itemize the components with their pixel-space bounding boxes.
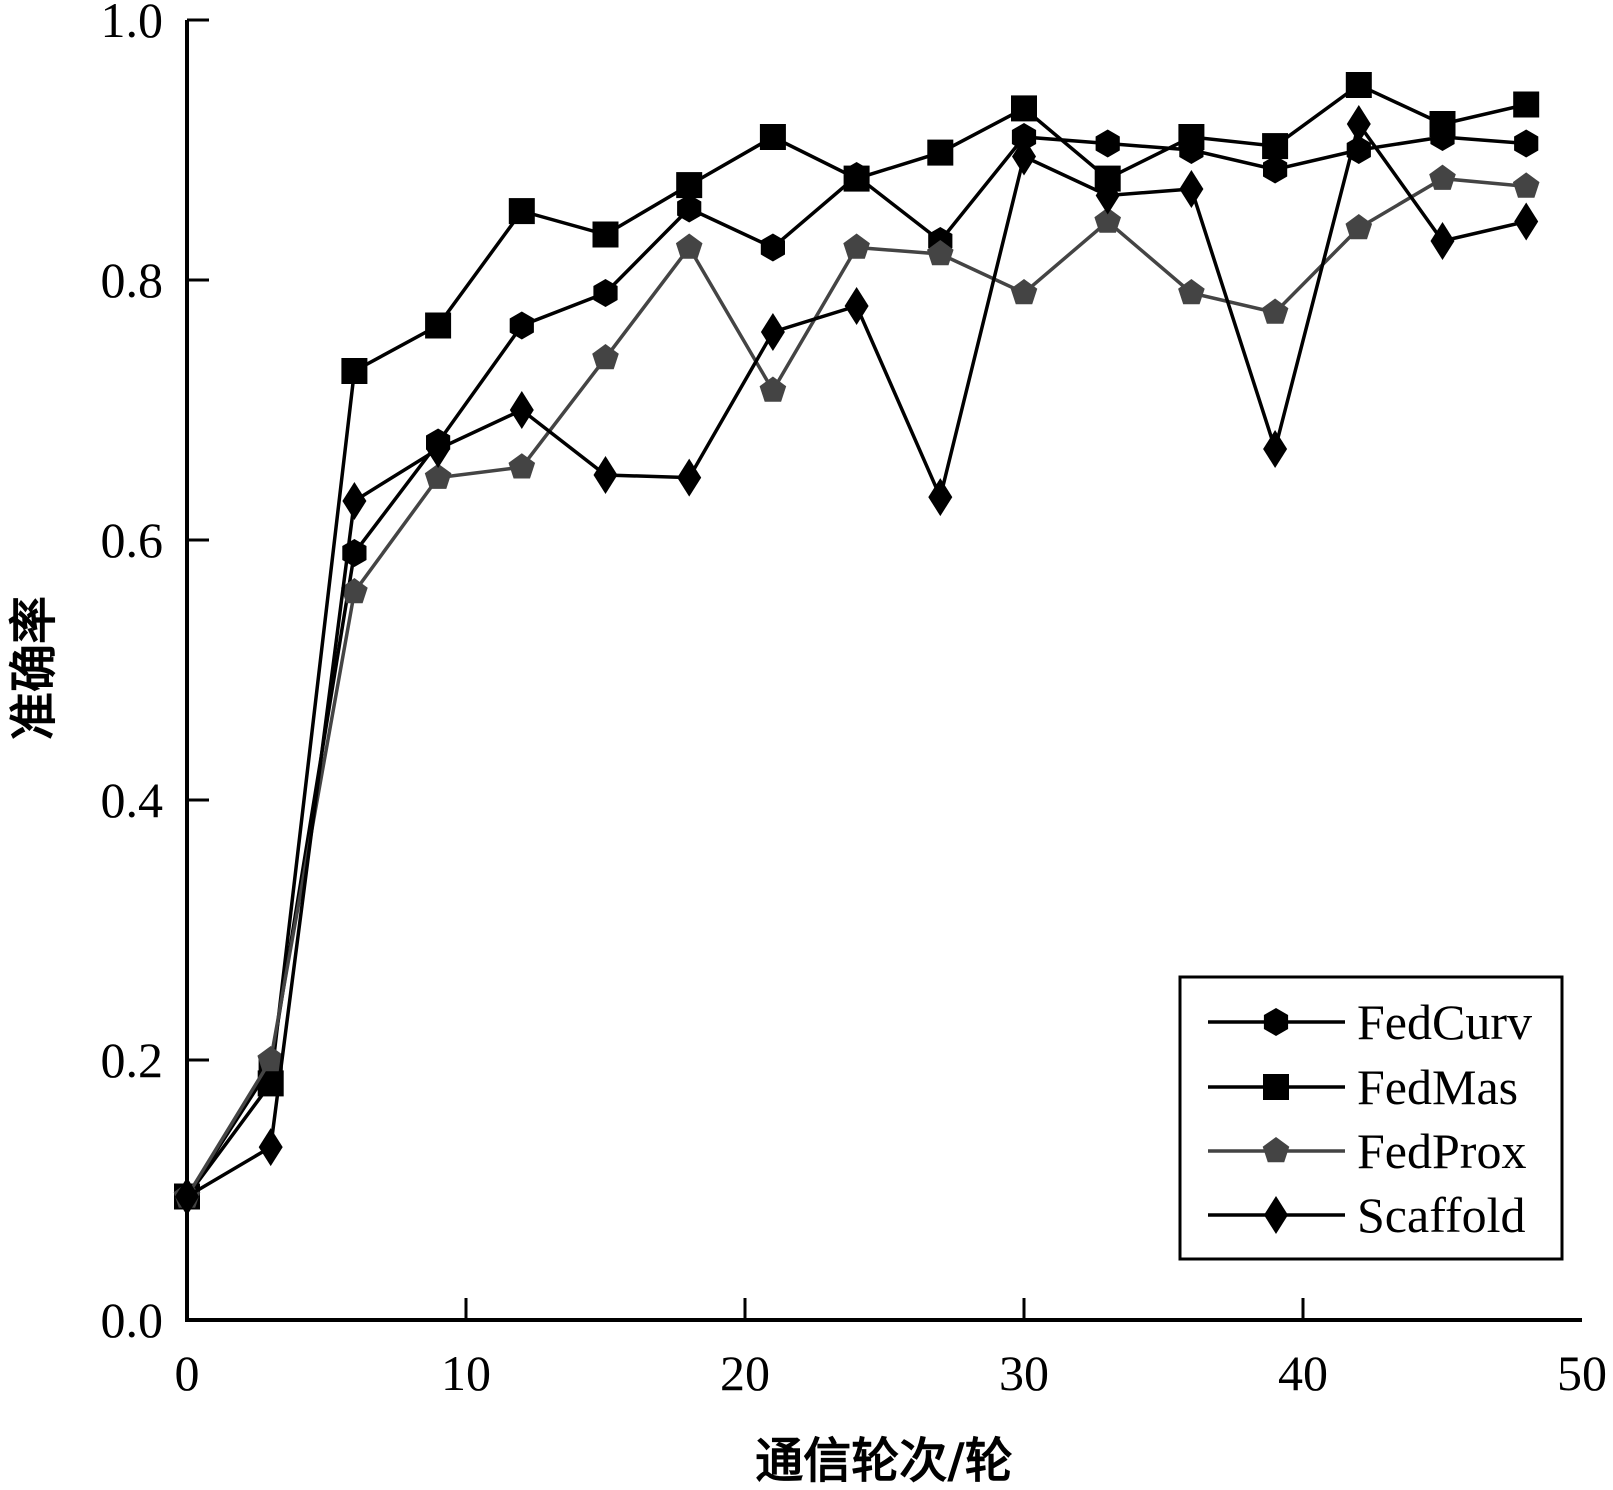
x-tick-label: 50	[1557, 1345, 1607, 1401]
y-tick-label: 0.4	[101, 772, 164, 828]
data-point-scaffold	[1179, 170, 1204, 208]
legend-box	[1178, 975, 1564, 1261]
legend-entry-fedprox: FedProx	[1208, 1123, 1526, 1179]
data-point-fedcurv	[1011, 123, 1037, 151]
legend-marker-fedcurv	[1263, 1008, 1289, 1036]
x-tick-label: 30	[999, 1345, 1049, 1401]
data-point-fedmas	[1345, 72, 1372, 98]
data-point-fedprox	[1345, 214, 1373, 240]
data-point-scaffold	[258, 1128, 283, 1167]
data-point-fedmas	[508, 198, 535, 225]
data-point-scaffold	[1430, 222, 1455, 260]
data-point-scaffold	[1263, 430, 1288, 468]
data-point-fedprox	[759, 376, 787, 402]
data-point-fedcurv	[509, 311, 534, 340]
data-point-fedmas	[592, 221, 619, 248]
series-layer	[173, 72, 1540, 1216]
y-tick-label: 0.0	[101, 1292, 164, 1348]
data-point-fedmas	[676, 172, 703, 199]
x-tick-label: 20	[720, 1345, 770, 1401]
x-tick-label: 40	[1278, 1345, 1328, 1401]
data-point-fedprox	[508, 453, 536, 479]
data-point-fedmas	[425, 312, 452, 339]
data-point-scaffold	[844, 287, 869, 325]
data-point-fedprox	[927, 240, 954, 266]
x-axis-title: 通信轮次/轮	[755, 1433, 1013, 1489]
data-point-fedprox	[1429, 164, 1456, 190]
data-point-fedmas	[1513, 91, 1540, 118]
legend-marker-fedprox	[1262, 1137, 1290, 1163]
data-point-fedprox	[341, 578, 368, 604]
data-point-fedprox	[1512, 172, 1540, 198]
data-point-fedcurv	[677, 194, 702, 223]
data-point-scaffold	[1012, 137, 1036, 176]
data-point-fedprox	[424, 463, 452, 489]
data-point-fedprox	[1094, 207, 1121, 233]
y-tick-label: 0.2	[101, 1032, 164, 1088]
data-point-fedprox	[675, 233, 703, 259]
data-point-fedprox	[843, 233, 870, 259]
data-point-fedmas	[1178, 124, 1205, 150]
x-tick-label: 0	[175, 1345, 200, 1401]
legend-label: FedMas	[1357, 1059, 1518, 1115]
series-scaffold	[175, 105, 1539, 1216]
data-point-fedcurv	[1514, 129, 1539, 158]
legend-marker-scaffold	[1264, 1196, 1288, 1234]
y-axis-title: 准确率	[6, 596, 62, 740]
data-point-fedmas	[843, 165, 870, 192]
data-point-fedprox	[1010, 279, 1038, 305]
data-point-scaffold	[509, 391, 534, 429]
data-point-scaffold	[928, 478, 953, 517]
legend: FedCurv FedMas FedProx Scaffold	[1178, 975, 1564, 1261]
data-point-scaffold	[760, 313, 785, 351]
data-point-scaffold	[1346, 105, 1371, 143]
x-tick-label: 10	[441, 1345, 491, 1401]
data-point-fedcurv	[593, 279, 618, 307]
legend-label: Scaffold	[1357, 1187, 1525, 1243]
data-point-fedprox	[257, 1046, 284, 1072]
data-point-fedmas	[341, 358, 368, 384]
legend-entry-scaffold: Scaffold	[1208, 1187, 1525, 1243]
x-axis-ticks: 0 10 20 30 40 50	[175, 1298, 1607, 1401]
data-point-scaffold	[426, 430, 451, 468]
data-point-fedprox	[1261, 298, 1289, 324]
data-point-fedmas	[759, 124, 786, 150]
data-point-scaffold	[677, 458, 702, 497]
data-point-scaffold	[593, 456, 618, 494]
data-point-scaffold	[342, 482, 367, 520]
data-point-scaffold	[175, 1177, 199, 1216]
y-tick-label: 0.6	[101, 512, 164, 568]
legend-label: FedCurv	[1357, 994, 1532, 1050]
data-point-fedprox	[592, 344, 619, 370]
data-point-fedprox	[1178, 279, 1205, 305]
data-point-fedcurv	[760, 233, 785, 262]
data-point-scaffold	[1095, 176, 1120, 215]
axes	[185, 20, 1582, 1322]
legend-marker-fedmas	[1263, 1074, 1289, 1100]
y-axis-ticks: 0.0 0.2 0.4 0.6 0.8 1.0	[101, 0, 209, 1348]
data-point-fedcurv	[1095, 129, 1120, 158]
data-point-fedmas	[1262, 133, 1289, 160]
legend-entry-fedcurv: FedCurv	[1208, 994, 1532, 1050]
data-point-scaffold	[1514, 202, 1539, 241]
data-point-fedmas	[927, 139, 954, 166]
y-tick-label: 0.8	[101, 252, 164, 308]
y-tick-label: 1.0	[101, 0, 164, 48]
data-point-fedcurv	[1263, 155, 1288, 184]
data-point-fedmas	[1011, 95, 1037, 122]
legend-entries: FedCurv FedMas FedProx Scaffold	[1208, 994, 1532, 1243]
data-point-fedmas	[1429, 111, 1456, 137]
legend-entry-fedmas: FedMas	[1208, 1059, 1518, 1115]
legend-label: FedProx	[1357, 1123, 1526, 1179]
